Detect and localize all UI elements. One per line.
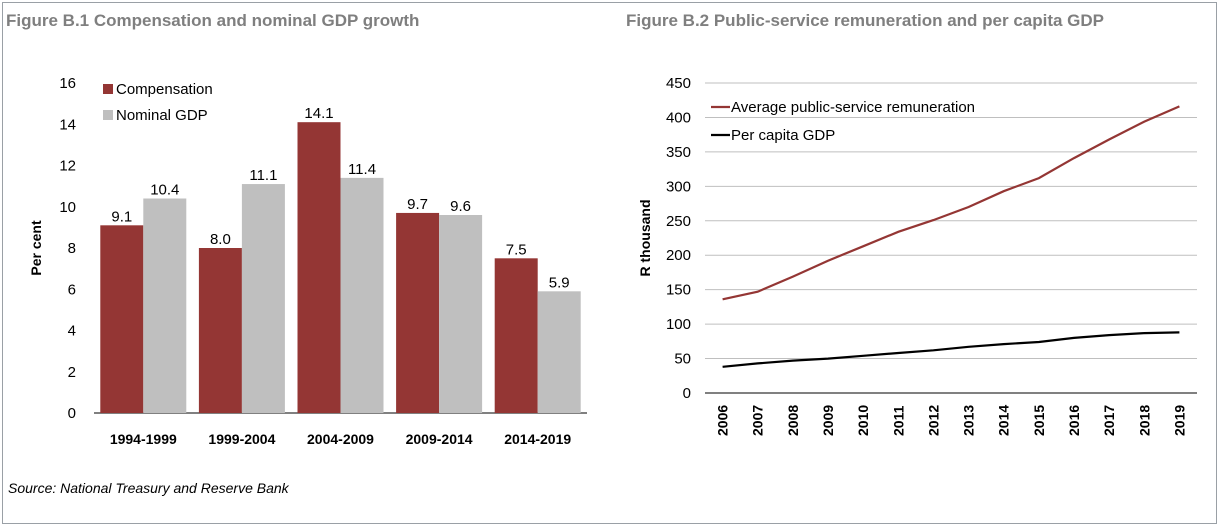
legend-label: Per capita GDP [731,127,835,144]
x-tick-label: 2011 [890,405,906,436]
bar-nominal-gdp [340,177,384,413]
x-tick-label: 2008 [785,405,801,436]
y-tick-label: 0 [683,385,691,402]
x-tick-label: 2015 [1031,405,1047,436]
bar-compensation [100,225,144,413]
data-label: 8.0 [210,231,231,248]
x-tick-label: 2004-2009 [307,431,374,447]
figure-b1-title: Figure B.1 Compensation and nominal GDP … [6,11,420,30]
y-tick-label: 200 [666,247,691,264]
y-axis-label: Per cent [28,220,44,276]
x-tick-label: 2016 [1066,405,1082,436]
series-line-per-capita-gdp [722,331,1180,368]
bar-compensation [396,212,440,413]
x-tick-label: 1994-1999 [110,431,177,447]
x-tick-label: 2013 [961,405,977,436]
y-tick-label: 6 [68,281,76,298]
data-label: 14.1 [304,105,333,122]
legend-label: Average public-service remuneration [731,99,975,116]
y-tick-label: 350 [666,144,691,161]
y-tick-label: 100 [666,316,691,333]
source-note: Source: National Treasury and Reserve Ba… [8,480,289,496]
data-label: 9.6 [450,198,471,215]
bar-nominal-gdp [439,215,483,413]
y-tick-label: 14 [59,116,76,133]
bar-compensation [297,122,341,413]
data-label: 7.5 [506,241,527,258]
y-tick-label: 150 [666,282,691,299]
bar-compensation [494,258,538,413]
y-tick-label: 12 [59,158,76,175]
x-tick-label: 2009-2014 [406,431,473,447]
data-label: 11.1 [249,167,277,184]
y-tick-label: 0 [68,405,76,422]
bar-compensation [198,248,242,413]
series-line-remuneration [722,105,1180,301]
x-tick-label: 1999-2004 [208,431,275,447]
legend-label: Compensation [116,81,213,98]
bar-nominal-gdp [537,291,581,413]
bar-nominal-gdp [241,184,285,413]
bar-nominal-gdp [143,198,187,413]
y-tick-label: 16 [59,75,76,92]
x-tick-label: 2017 [1101,405,1117,436]
data-label: 5.9 [549,274,570,291]
x-tick-label: 2019 [1171,405,1187,436]
x-tick-label: 2009 [820,405,836,436]
x-tick-label: 2007 [750,405,766,436]
x-tick-label: 2014-2019 [504,431,571,447]
figure-b2-title: Figure B.2 Public-service remuneration a… [626,11,1105,30]
y-tick-label: 2 [68,364,76,381]
y-tick-label: 400 [666,109,691,126]
y-tick-label: 250 [666,213,691,230]
x-tick-label: 2010 [855,405,871,436]
x-tick-label: 2014 [996,405,1012,436]
y-tick-label: 10 [59,199,76,216]
x-tick-label: 2018 [1136,405,1152,436]
y-axis-label: R thousand [637,200,653,277]
legend-swatch [103,110,113,120]
y-tick-label: 450 [666,75,691,92]
legend-swatch [103,84,113,94]
x-tick-label: 2012 [925,405,941,436]
data-label: 9.1 [111,208,132,225]
y-tick-label: 4 [68,323,76,340]
data-label: 10.4 [150,182,179,199]
y-tick-label: 50 [674,351,691,368]
data-label: 9.7 [407,196,428,213]
legend-label: Nominal GDP [116,107,208,124]
y-tick-label: 8 [68,240,76,257]
x-tick-label: 2006 [715,405,731,436]
data-label: 11.4 [348,161,376,178]
y-tick-label: 300 [666,178,691,195]
